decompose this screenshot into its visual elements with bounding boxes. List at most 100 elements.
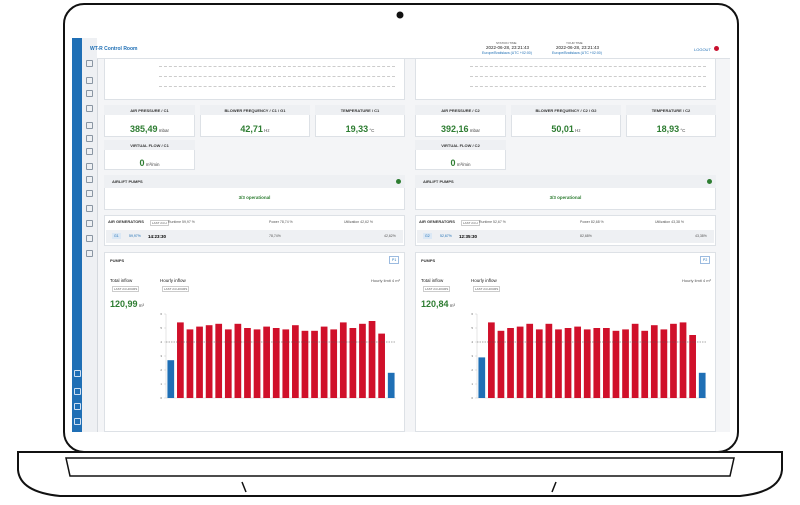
bar (186, 329, 194, 398)
nav-icon[interactable] (86, 77, 93, 84)
metric-value: 0 (139, 158, 145, 168)
bar (488, 322, 495, 398)
metric-value: 50,01 (551, 124, 574, 134)
hourly-inflow-chart: 0 1 2 3 4 5 6 (160, 312, 396, 400)
metric-header (511, 105, 621, 115)
station-time-label: STATION TIME (496, 41, 517, 45)
nav-icon[interactable] (74, 403, 81, 410)
bar (292, 325, 299, 398)
metric-value: 385,49 (129, 124, 158, 134)
metric-label: BLOWER FREQUENCY / C1 / G1 (224, 107, 286, 113)
nav-icon[interactable] (86, 148, 93, 155)
nav-icon[interactable] (74, 388, 81, 395)
nav-icon[interactable] (86, 122, 93, 129)
nav-icon[interactable] (74, 370, 81, 377)
total-unit: m³ (448, 303, 456, 308)
total-label: Total inflow (421, 278, 444, 283)
status-ok-icon (707, 178, 712, 184)
metric-value: 392,16 (440, 124, 469, 134)
bar (622, 329, 629, 398)
metric-value-row: 50,01 Hz (511, 119, 621, 137)
y-tick-label: 4 (160, 340, 162, 344)
bar (272, 328, 280, 398)
app-title: WT-R Control Room (90, 46, 138, 52)
metric-value-row: 18,93 °C (626, 119, 716, 137)
bar (167, 360, 175, 398)
hourly-label: Hourly inflow (160, 278, 186, 283)
language-flag[interactable] (714, 46, 719, 51)
nav-icon[interactable] (86, 235, 93, 242)
hourly-label: Hourly inflow (471, 278, 497, 283)
nav-icon[interactable] (86, 250, 93, 257)
y-tick-label: 0 (160, 396, 162, 400)
total-unit: m³ (137, 303, 145, 308)
bar (545, 323, 553, 398)
generator-utilization: 42,62% (384, 234, 396, 238)
bar (339, 322, 347, 398)
total-period: LAST 24 HOURS (112, 286, 140, 292)
metric-header (626, 105, 716, 115)
bar (177, 322, 184, 398)
nav-icon[interactable] (86, 90, 93, 97)
nav-icon[interactable] (86, 163, 93, 170)
nav-icon[interactable] (86, 176, 93, 183)
generator-row (417, 230, 714, 243)
metric-unit: m³/min (144, 162, 160, 167)
generators-title: AIR GENERATORS (419, 219, 455, 224)
airlift-title: AIRLIFT PUMPS (423, 179, 454, 184)
pump-button[interactable]: P1 (389, 256, 400, 264)
metric-header (415, 140, 506, 150)
grid-line (159, 66, 395, 67)
generator-time: 12:35:30 (459, 233, 478, 239)
nav-icon[interactable] (86, 60, 93, 67)
generator-utilization: 43,38% (695, 234, 707, 238)
metric-unit: m³/min (455, 162, 471, 167)
metric-value-row: 42,71 Hz (200, 119, 310, 137)
hourly-inflow-chart: 0 1 2 3 4 5 6 (471, 312, 707, 400)
total-value-row: 120,99 m³ (110, 294, 144, 312)
metric-header (315, 105, 405, 115)
y-tick-label: 1 (471, 382, 473, 386)
metric-unit: °C (368, 128, 375, 133)
y-tick-label: 5 (160, 326, 162, 330)
bar (650, 325, 658, 398)
grid-line (470, 86, 706, 87)
bar (631, 323, 639, 398)
generators-period: LAST 24 H (461, 219, 480, 226)
metric-unit: Hz (573, 128, 581, 133)
pump-button[interactable]: P2 (700, 256, 711, 264)
airlift-header (415, 175, 716, 188)
generator-power: 82,68% (580, 234, 592, 238)
nav-icon[interactable] (86, 105, 93, 112)
metric-value-row: 385,49 mbar (104, 119, 195, 137)
bar (311, 330, 318, 398)
hourly-period: LAST 24 HOURS (473, 286, 501, 292)
total-value: 120,84 (421, 299, 449, 309)
nav-icon[interactable] (86, 220, 93, 227)
nav-icon[interactable] (86, 205, 93, 212)
nav-icon[interactable] (86, 190, 93, 197)
y-tick-label: 2 (160, 368, 162, 372)
bar (612, 330, 620, 398)
nav-icon[interactable] (86, 135, 93, 142)
nav-icon[interactable] (74, 418, 81, 425)
bar (263, 326, 270, 398)
bar (516, 326, 524, 398)
chart-fragment (104, 58, 405, 100)
logout-button[interactable]: LOGOUT (694, 47, 711, 52)
metric-label: AIR PRESSURE / C2 (441, 107, 480, 113)
y-tick-label: 6 (160, 312, 162, 316)
airlift-header (104, 175, 405, 188)
your-zone: Europe/Bratislava (UTC +02:00) (552, 51, 602, 55)
y-tick-label: 1 (160, 382, 162, 386)
bar (574, 326, 581, 398)
metric-value-row: 0 m³/min (104, 153, 195, 171)
bar (301, 330, 309, 398)
airlift-status: 3/3 operational (549, 195, 582, 200)
pumps-title: PUMPS (421, 258, 436, 263)
bar (698, 372, 706, 398)
sidebar (72, 38, 82, 432)
bar (349, 328, 357, 398)
bar (497, 330, 505, 398)
metric-unit: °C (679, 128, 686, 133)
